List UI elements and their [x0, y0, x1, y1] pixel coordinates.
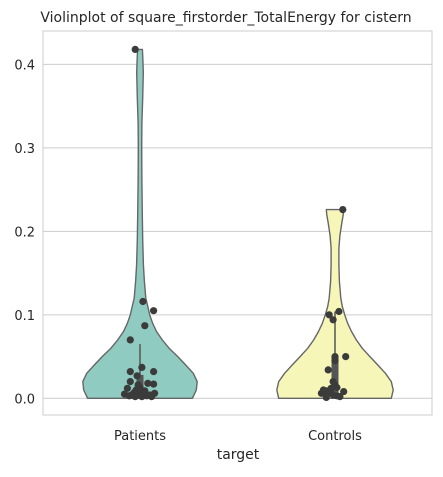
data-point: [144, 379, 152, 387]
strip-points: [120, 45, 350, 402]
y-tick-label: 0.2: [14, 225, 35, 240]
data-point: [339, 206, 347, 214]
x-tick-label: Controls: [308, 429, 362, 444]
data-point: [335, 307, 343, 316]
y-tick-labels: 0.0 0.1 0.2 0.3 0.4: [14, 58, 35, 407]
data-point: [141, 322, 149, 330]
x-tick-label: Patients: [114, 429, 166, 444]
data-point: [325, 311, 333, 319]
data-point: [131, 45, 139, 54]
violin-controls: [276, 208, 394, 399]
y-tick-label: 0.3: [14, 142, 35, 157]
data-point: [342, 353, 350, 361]
data-point: [336, 393, 344, 401]
data-point: [150, 368, 158, 376]
y-tick-label: 0.0: [14, 392, 35, 407]
data-point: [317, 389, 325, 397]
data-point: [329, 316, 337, 324]
y-tick-label: 0.1: [14, 309, 35, 324]
data-point: [138, 393, 146, 401]
x-tick-labels: Patients Controls: [114, 429, 362, 444]
data-point: [150, 380, 158, 388]
axes-frame: [42, 30, 433, 416]
data-point: [150, 307, 158, 315]
chart-title: Violinplot of square_firstorder_TotalEne…: [40, 10, 411, 26]
data-point: [333, 383, 341, 392]
data-point: [126, 378, 134, 386]
data-point: [126, 368, 134, 376]
iqr-box: [331, 356, 339, 393]
data-point: [139, 297, 147, 306]
y-tick-label: 0.4: [14, 58, 35, 73]
plot-border: [42, 30, 433, 416]
data-point: [123, 384, 131, 392]
data-point: [331, 357, 339, 365]
data-point: [148, 393, 156, 401]
data-point: [324, 366, 332, 374]
x-axis-label: target: [217, 447, 260, 463]
data-point: [126, 336, 134, 344]
violins: [82, 48, 394, 399]
data-point: [125, 392, 133, 400]
gridlines: [43, 63, 432, 399]
data-point: [322, 393, 330, 402]
data-point: [138, 363, 146, 371]
data-point: [133, 372, 141, 380]
data-point: [131, 393, 139, 401]
data-point: [340, 388, 348, 396]
